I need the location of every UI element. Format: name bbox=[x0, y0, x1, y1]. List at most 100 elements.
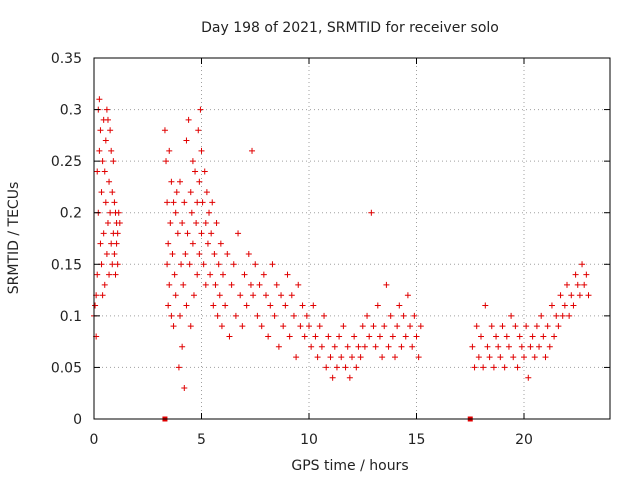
data-point bbox=[374, 302, 381, 309]
data-point bbox=[329, 374, 336, 381]
data-point bbox=[165, 240, 172, 247]
data-point bbox=[396, 302, 403, 309]
data-point bbox=[180, 281, 187, 288]
data-point bbox=[184, 230, 191, 237]
data-point bbox=[192, 168, 199, 175]
data-point bbox=[168, 312, 175, 319]
y-tick-label: 0.15 bbox=[51, 257, 82, 273]
data-point bbox=[555, 323, 562, 330]
data-point bbox=[523, 323, 530, 330]
data-point bbox=[282, 302, 289, 309]
data-point bbox=[306, 323, 312, 330]
data-point bbox=[208, 230, 215, 237]
data-point bbox=[167, 220, 174, 227]
data-point bbox=[548, 302, 555, 309]
data-point bbox=[521, 354, 527, 361]
data-point bbox=[540, 333, 547, 340]
data-point bbox=[351, 333, 358, 340]
data-point bbox=[331, 343, 338, 350]
data-point bbox=[370, 323, 377, 330]
data-point bbox=[111, 199, 118, 206]
data-point bbox=[490, 364, 497, 371]
data-point bbox=[576, 292, 583, 299]
data-point bbox=[96, 147, 103, 154]
data-point bbox=[303, 312, 310, 319]
data-point bbox=[518, 343, 525, 350]
data-point bbox=[99, 158, 106, 165]
data-point bbox=[551, 333, 558, 340]
data-point bbox=[112, 271, 119, 278]
data-point bbox=[267, 302, 274, 309]
data-point bbox=[224, 250, 231, 257]
data-point bbox=[230, 261, 237, 268]
data-point bbox=[542, 354, 549, 361]
data-point bbox=[171, 271, 178, 278]
data-point bbox=[381, 323, 388, 330]
data-point bbox=[471, 364, 478, 371]
y-tick-label: 0.3 bbox=[60, 103, 82, 119]
data-point bbox=[559, 312, 566, 319]
data-point bbox=[203, 189, 210, 196]
data-point bbox=[286, 333, 293, 340]
data-point bbox=[163, 158, 170, 165]
data-point bbox=[544, 323, 551, 330]
data-point bbox=[581, 281, 588, 288]
data-point bbox=[574, 281, 581, 288]
data-point bbox=[202, 220, 209, 227]
data-point bbox=[493, 333, 500, 340]
data-point bbox=[269, 261, 276, 268]
data-point bbox=[475, 354, 482, 361]
axis-ticks bbox=[93, 57, 610, 420]
data-point bbox=[100, 230, 107, 237]
data-point bbox=[195, 127, 202, 134]
data-point bbox=[245, 250, 252, 257]
data-point bbox=[258, 323, 265, 330]
data-point bbox=[473, 323, 480, 330]
data-point bbox=[226, 333, 233, 340]
data-point bbox=[407, 323, 414, 330]
data-point bbox=[186, 261, 193, 268]
data-point bbox=[200, 261, 207, 268]
data-point bbox=[568, 292, 575, 299]
x-tick-label: 15 bbox=[408, 432, 426, 448]
data-point bbox=[250, 292, 257, 299]
data-point bbox=[379, 354, 386, 361]
data-point bbox=[293, 354, 300, 361]
data-point bbox=[194, 271, 201, 278]
data-point bbox=[239, 323, 246, 330]
data-point bbox=[488, 323, 495, 330]
data-point bbox=[97, 127, 104, 134]
data-point bbox=[583, 271, 590, 278]
data-point bbox=[321, 312, 328, 319]
x-axis-label: GPS time / hours bbox=[291, 458, 408, 474]
plot-frame bbox=[93, 57, 611, 420]
data-point bbox=[290, 312, 297, 319]
data-point bbox=[510, 354, 517, 361]
grid-lines bbox=[94, 58, 610, 419]
data-point bbox=[561, 302, 568, 309]
data-point bbox=[183, 302, 190, 309]
data-point bbox=[392, 354, 398, 361]
data-point bbox=[247, 281, 254, 288]
data-point bbox=[92, 302, 99, 309]
data-point bbox=[553, 312, 560, 319]
data-point bbox=[198, 230, 205, 237]
data-point bbox=[179, 343, 186, 350]
data-point bbox=[211, 250, 218, 257]
data-point bbox=[170, 323, 177, 330]
data-point bbox=[183, 137, 190, 144]
data-point bbox=[364, 312, 371, 319]
data-point bbox=[512, 323, 519, 330]
data-point bbox=[113, 240, 120, 247]
data-point bbox=[288, 292, 295, 299]
chart-title: Day 198 of 2021, SRMTID for receiver sol… bbox=[201, 20, 499, 36]
data-point bbox=[310, 302, 317, 309]
y-tick-labels: 0 0.05 0.1 0.15 0.2 0.25 0.3 0.35 bbox=[51, 51, 82, 428]
data-point bbox=[196, 178, 203, 185]
data-point bbox=[166, 147, 173, 154]
x-tick-labels: 0 5 10 15 20 bbox=[90, 432, 533, 448]
data-point bbox=[201, 168, 208, 175]
data-point bbox=[178, 261, 185, 268]
data-point bbox=[585, 292, 592, 299]
data-point bbox=[538, 312, 545, 319]
